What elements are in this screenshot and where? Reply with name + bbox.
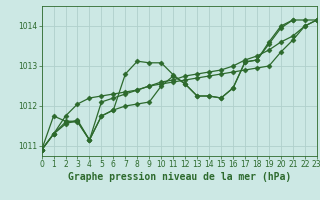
X-axis label: Graphe pression niveau de la mer (hPa): Graphe pression niveau de la mer (hPa) <box>68 172 291 182</box>
